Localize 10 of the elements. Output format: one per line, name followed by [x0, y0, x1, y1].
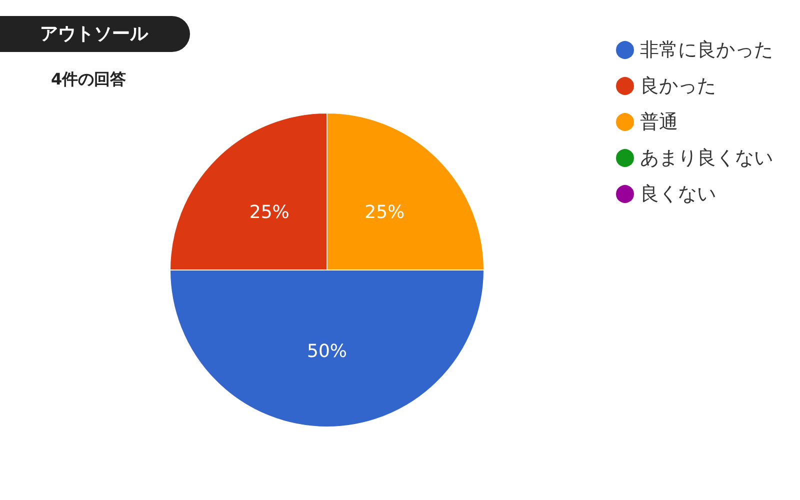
chart-title: アウトソール — [40, 24, 149, 44]
legend-label: 普通 — [640, 111, 678, 133]
data-label: 50% — [306, 341, 348, 362]
legend-label: あまり良くない — [640, 147, 773, 169]
data-label: 25% — [364, 202, 405, 223]
text: 4件の回答 — [51, 70, 126, 88]
legend-label: 良くない — [640, 183, 716, 205]
legend-label: 非常に良かった — [640, 39, 773, 61]
legend-label: 良かった — [640, 75, 716, 97]
data-label: 25% — [249, 202, 290, 223]
